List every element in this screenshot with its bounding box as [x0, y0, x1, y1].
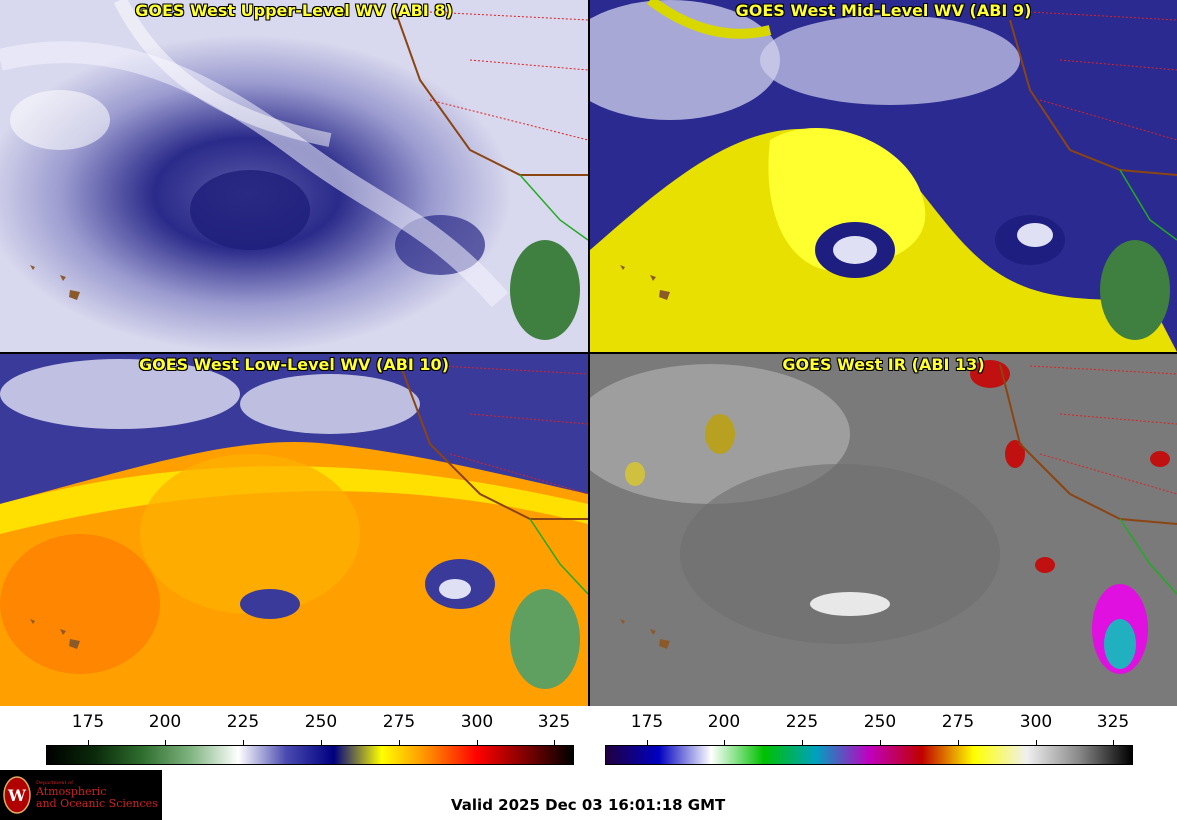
- colorbar-tick-label: 275: [382, 712, 416, 732]
- panel-title: GOES West Mid-Level WV (ABI 9): [735, 1, 1032, 20]
- colorbar-tick: [1036, 740, 1037, 745]
- colorbar-tick-label: 175: [630, 712, 664, 732]
- panel-title: GOES West Low-Level WV (ABI 10): [138, 355, 449, 374]
- colorbar-tick: [88, 740, 89, 745]
- colorbar-gradient: [605, 745, 1133, 765]
- panel-divider-horizontal: [0, 352, 1177, 354]
- colorbar-tick: [321, 740, 322, 745]
- panel-title: GOES West IR (ABI 13): [782, 355, 985, 374]
- colorbar-wv: 175 200 225 250 275 300 325: [46, 712, 574, 770]
- panel-title: GOES West Upper-Level WV (ABI 8): [135, 1, 453, 20]
- logo-line-1: Atmospheric: [36, 785, 107, 799]
- panel-upper-level-wv: GOES West Upper-Level WV (ABI 8): [0, 0, 588, 352]
- colorbar-tick-label: 325: [537, 712, 571, 732]
- panel-ir: GOES West IR (ABI 13): [590, 354, 1177, 706]
- colorbar-tick-label: 325: [1096, 712, 1130, 732]
- colorbar-tick: [958, 740, 959, 745]
- colorbar-tick: [880, 740, 881, 745]
- svg-text:W: W: [7, 786, 27, 805]
- panel-mid-level-wv: GOES West Mid-Level WV (ABI 9): [590, 0, 1177, 352]
- low-wv-imagery: [0, 354, 588, 706]
- logo-line-2: and Oceanic Sciences: [36, 796, 158, 810]
- colorbar-tick: [165, 740, 166, 745]
- colorbar-tick: [1113, 740, 1114, 745]
- colorbar-tick: [802, 740, 803, 745]
- valid-time: Valid 2025 Dec 03 16:01:18 GMT: [451, 796, 726, 814]
- aos-logo: W Department of Atmospheric and Oceanic …: [0, 770, 162, 820]
- colorbar-gradient: [46, 745, 574, 765]
- colorbar-tick-label: 250: [863, 712, 897, 732]
- colorbar-tick-label: 225: [226, 712, 260, 732]
- colorbar-ir: 175 200 225 250 275 300 325: [605, 712, 1133, 770]
- panel-low-level-wv: GOES West Low-Level WV (ABI 10): [0, 354, 588, 706]
- logo-department: Department of: [36, 779, 73, 786]
- colorbar-tick-label: 275: [941, 712, 975, 732]
- colorbar-tick-label: 200: [707, 712, 741, 732]
- colorbar-tick: [399, 740, 400, 745]
- colorbar-tick: [243, 740, 244, 745]
- colorbar-tick-label: 250: [304, 712, 338, 732]
- colorbar-tick: [477, 740, 478, 745]
- ir-imagery: [590, 354, 1177, 706]
- colorbar-tick-label: 225: [785, 712, 819, 732]
- colorbar-tick: [647, 740, 648, 745]
- mid-wv-imagery: [590, 0, 1177, 352]
- colorbar-tick: [554, 740, 555, 745]
- colorbar-tick-label: 300: [1019, 712, 1053, 732]
- colorbar-tick-label: 300: [460, 712, 494, 732]
- colorbar-tick-label: 175: [71, 712, 105, 732]
- colorbar-tick-label: 200: [148, 712, 182, 732]
- colorbar-tick: [724, 740, 725, 745]
- logo-text: Department of Atmospheric and Oceanic Sc…: [36, 779, 158, 810]
- uw-seal-icon: W: [3, 776, 31, 814]
- upper-wv-imagery: [0, 0, 588, 352]
